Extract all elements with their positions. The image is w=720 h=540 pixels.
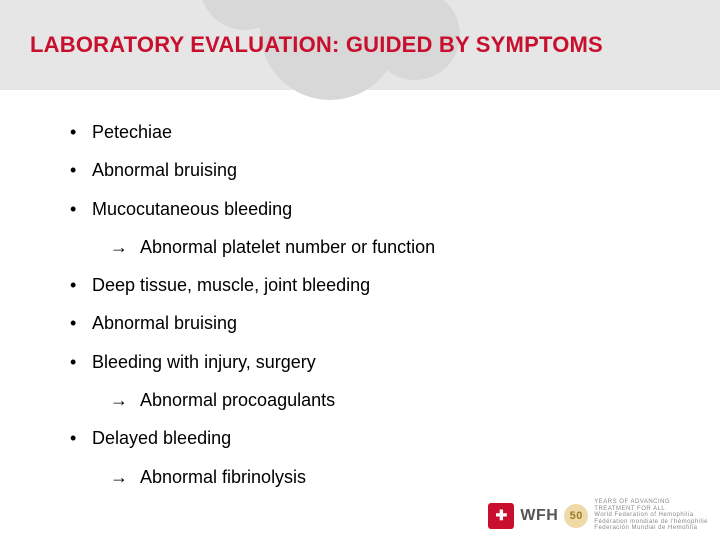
list-text: Abnormal bruising [92, 158, 237, 182]
logo-text: WFH 50 YEARS OF ADVANCING TREATMENT FOR … [520, 499, 708, 532]
list-item: • Deep tissue, muscle, joint bleeding [70, 273, 680, 297]
bullet-icon: • [70, 120, 92, 144]
logo-sublines: YEARS OF ADVANCING TREATMENT FOR ALL Wor… [594, 499, 708, 532]
logo-orgline: World Federation of Hemophilia [594, 512, 708, 519]
footer-logo: ✚ WFH 50 YEARS OF ADVANCING TREATMENT FO… [488, 499, 708, 532]
arrow-icon: → [110, 235, 140, 259]
list-text: Abnormal procoagulants [140, 388, 335, 412]
list-item: • Petechiae [70, 120, 680, 144]
logo-orgline: Fédération mondiale de l'hémophilie [594, 519, 708, 526]
list-text: Mucocutaneous bleeding [92, 197, 292, 221]
logo-emblem-icon: ✚ [488, 503, 514, 529]
anniversary-badge: 50 [564, 504, 588, 528]
list-text: Abnormal platelet number or function [140, 235, 435, 259]
list-text: Abnormal fibrinolysis [140, 465, 306, 489]
list-text: Abnormal bruising [92, 311, 237, 335]
logo-brand: WFH [520, 507, 558, 525]
bullet-icon: • [70, 273, 92, 297]
arrow-icon: → [110, 465, 140, 489]
header-band: LABORATORY EVALUATION: GUIDED BY SYMPTOM… [0, 0, 720, 90]
logo-orgline: Federación Mundial de Hemofilia [594, 525, 708, 532]
list-item: • Abnormal bruising [70, 158, 680, 182]
bullet-icon: • [70, 311, 92, 335]
list-text: Delayed bleeding [92, 426, 231, 450]
list-item: • Delayed bleeding [70, 426, 680, 450]
list-text: Petechiae [92, 120, 172, 144]
content-area: • Petechiae • Abnormal bruising • Mucocu… [70, 120, 680, 503]
list-item-sub: → Abnormal platelet number or function [110, 235, 680, 259]
list-item: • Mucocutaneous bleeding [70, 197, 680, 221]
list-item: • Abnormal bruising [70, 311, 680, 335]
bullet-icon: • [70, 426, 92, 450]
bullet-icon: • [70, 158, 92, 182]
arrow-icon: → [110, 388, 140, 412]
logo-subline: TREATMENT FOR ALL [594, 506, 708, 513]
logo-subline: YEARS OF ADVANCING [594, 499, 708, 506]
list-text: Bleeding with injury, surgery [92, 350, 316, 374]
list-text: Deep tissue, muscle, joint bleeding [92, 273, 370, 297]
bullet-icon: • [70, 197, 92, 221]
list-item-sub: → Abnormal fibrinolysis [110, 465, 680, 489]
bullet-icon: • [70, 350, 92, 374]
list-item: • Bleeding with injury, surgery [70, 350, 680, 374]
list-item-sub: → Abnormal procoagulants [110, 388, 680, 412]
slide-title: LABORATORY EVALUATION: GUIDED BY SYMPTOM… [30, 32, 700, 58]
